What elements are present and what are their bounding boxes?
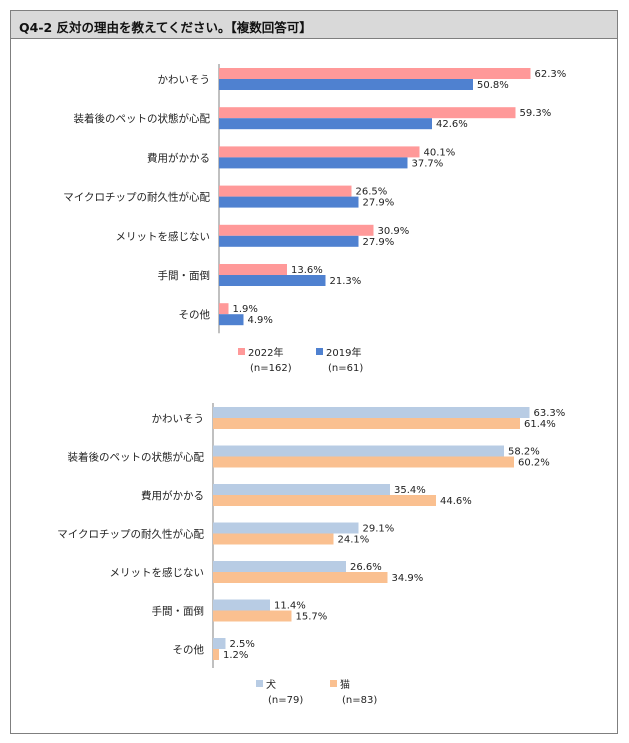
chart1-data-label: 42.6% [436,119,468,130]
chart2-data-label: 11.4% [274,601,306,612]
chart1-data-label: 21.3% [330,276,362,287]
figure-frame: Q4-2 反対の理由を教えてください。【複数回答可】 [10,10,618,734]
chart2-data-label: 63.3% [534,408,566,419]
chart1-category-label: マイクロチップの耐久性が心配 [63,191,210,204]
chart2-bar-series2 [213,610,292,622]
chart2-bar-series1 [213,522,359,534]
chart2-bar-series1 [213,407,530,418]
chart2-bar-series1 [213,484,390,495]
chart1-data-label: 62.3% [535,69,567,80]
chart1-data-label: 13.6% [291,265,323,276]
chart2-data-label: 24.1% [338,535,370,546]
chart1-data-label: 30.9% [378,226,410,237]
chart1-data-label: 4.9% [248,315,273,326]
chart1-bar-series2 [219,275,326,286]
chart1-bar-series1 [219,107,516,119]
chart1-category-label: 費用がかかる [147,151,210,164]
chart2-legend-label: 犬 [266,678,276,691]
chart2-bar-series1 [213,561,346,572]
chart2-category-label: かわいそう [152,413,205,425]
chart2-data-label: 35.4% [394,485,426,496]
chart1-category-label: 手間・面倒 [158,269,211,282]
chart2-data-label: 60.2% [518,458,550,469]
question-title: Q4-2 反対の理由を教えてください。【複数回答可】 [19,20,312,35]
chart1-bar-series1 [219,68,531,79]
chart2-bar-series2 [213,649,219,660]
chart1-legend-n: (n=162) [250,363,292,374]
chart2-category-label: メリットを感じない [110,566,205,579]
chart2-category-label: 手間・面倒 [152,605,205,618]
chart2-legend-swatch [330,680,337,687]
chart2-data-label: 2.5% [230,639,255,650]
chart1-bar-series2 [219,235,359,247]
chart2-data-label: 1.2% [223,650,248,661]
chart2-bar-series2 [213,418,520,429]
chart2-data-label: 26.6% [350,562,382,573]
chart1-bar-series1 [219,185,352,197]
chart1-bar-series2 [219,196,359,208]
chart1-bar-series1 [219,303,229,315]
chart1-legend-n: (n=61) [328,363,363,374]
chart1-legend-swatch [238,348,245,355]
chart1-legend-label: 2019年 [326,346,361,359]
chart1-data-label: 40.1% [424,147,456,158]
chart1-bar-series1 [219,264,287,275]
chart2-data-label: 58.2% [508,447,540,458]
chart2-legend-label: 猫 [340,678,350,691]
chart1-data-label: 27.9% [363,237,395,248]
chart2-legend-n: (n=83) [342,695,377,706]
chart2-data-label: 29.1% [363,524,395,535]
chart1-category-label: かわいそう [158,74,211,86]
chart1-data-label: 26.5% [356,187,388,198]
chart1-data-label: 27.9% [363,198,395,209]
chart1-bar-series1 [219,146,420,158]
chart1-bar-series2 [219,79,473,90]
chart2-bar-series2 [213,533,334,545]
chart2-data-label: 61.4% [524,419,556,430]
chart2-category-label: 装着後のペットの状態が心配 [68,451,205,464]
chart1-category-label: その他 [179,308,211,321]
chart2-data-label: 44.6% [440,496,472,507]
chart2-category-label: 費用がかかる [141,489,204,502]
chart2-bar-series1 [213,445,504,457]
chart1-bar-series1 [219,224,374,236]
chart2-bar-series2 [213,572,388,583]
chart2-data-label: 15.7% [296,612,328,623]
chart1-data-label: 59.3% [520,108,552,119]
chart1-legend-swatch [316,348,323,355]
chart2-legend-swatch [256,680,263,687]
chart2-bar-series2 [213,495,436,506]
chart2-category-label: その他 [173,643,205,656]
chart1-bar-series2 [219,118,432,130]
chart1-data-label: 50.8% [477,80,509,91]
chart1-data-label: 1.9% [233,304,258,315]
chart2-category-label: マイクロチップの耐久性が心配 [57,528,204,541]
chart1-category-label: メリットを感じない [116,230,211,243]
chart1-bar-series2 [219,314,244,326]
chart2-legend-n: (n=79) [268,695,303,706]
chart2-bar-series1 [213,638,226,649]
chart1-legend-label: 2022年 [248,346,283,359]
chart1-data-label: 37.7% [412,158,444,169]
chart2-data-label: 34.9% [392,573,424,584]
chart1-category-label: 装着後のペットの状態が心配 [74,112,211,125]
chart2-bar-series2 [213,456,514,468]
chart1-bar-series2 [219,157,408,169]
question-header: Q4-2 反対の理由を教えてください。【複数回答可】 [11,11,617,39]
chart2-bar-series1 [213,599,270,611]
